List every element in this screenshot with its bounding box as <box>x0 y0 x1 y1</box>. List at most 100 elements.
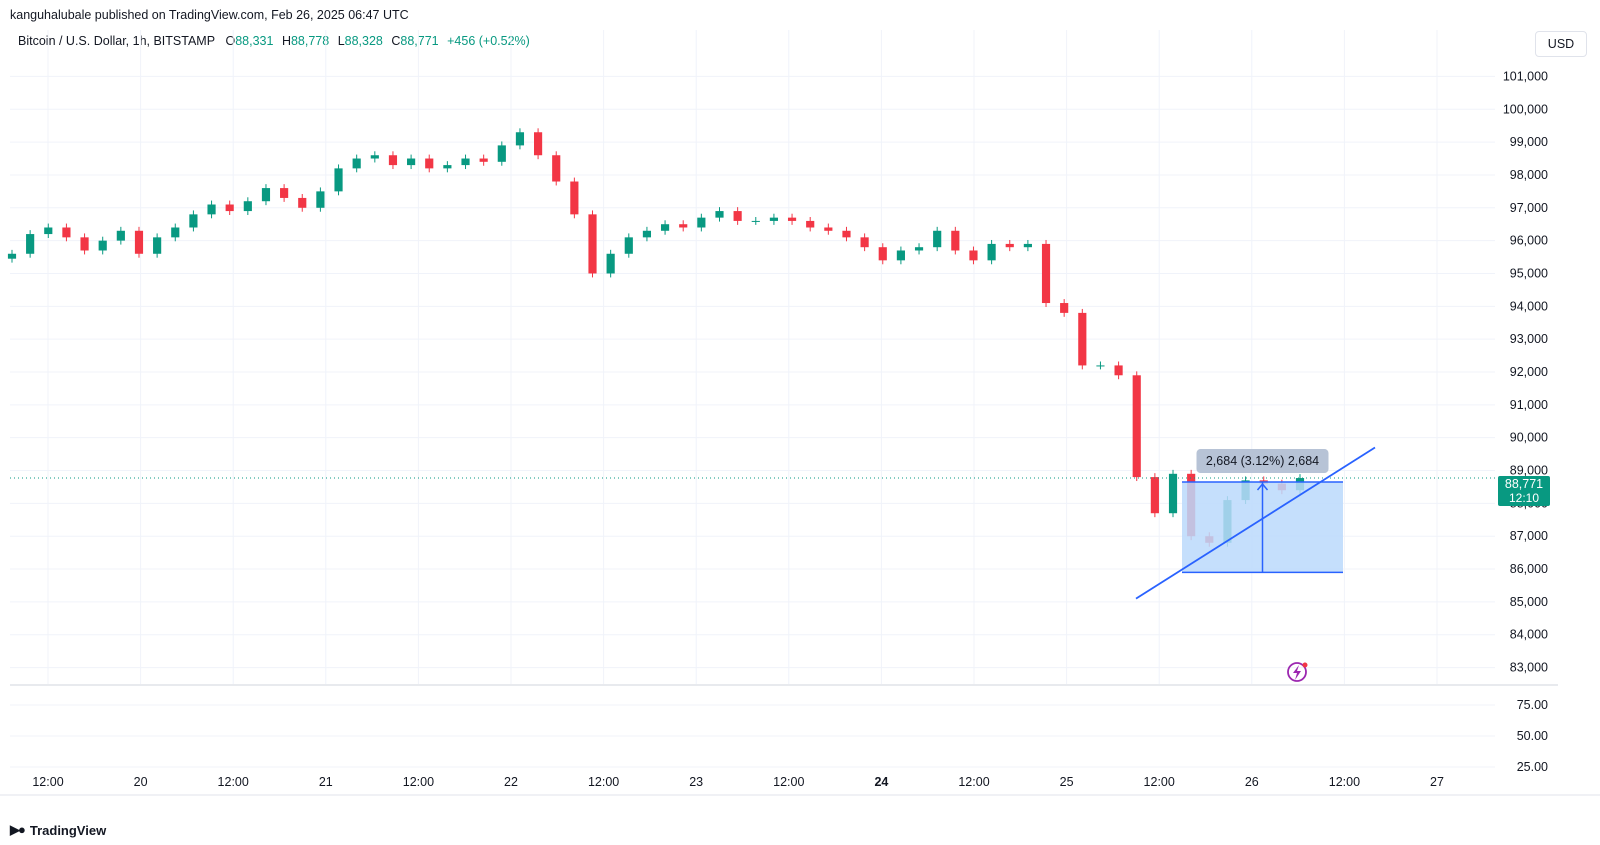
candle-body <box>1005 243 1014 248</box>
price-badge-value: 88,771 <box>1505 477 1543 491</box>
candle-body <box>497 145 506 162</box>
candle-body <box>787 217 797 221</box>
candle-body <box>914 247 924 251</box>
y-tick-label: 93,000 <box>1510 332 1548 346</box>
x-tick-label: 23 <box>689 775 703 789</box>
candle-body <box>461 158 470 166</box>
y-tick-label: 100,000 <box>1503 102 1548 116</box>
candle-body <box>842 230 851 238</box>
candle-body <box>969 250 978 261</box>
candle-body <box>280 188 289 198</box>
x-tick-label: 25 <box>1060 775 1074 789</box>
y-tick-label: 92,000 <box>1510 365 1548 379</box>
candle-body <box>660 224 670 231</box>
trendline[interactable] <box>1135 446 1376 600</box>
x-tick-label: 12:00 <box>958 775 989 789</box>
low-value: 88,328 <box>344 34 383 48</box>
drawings-layer[interactable]: 2,684 (3.12%) 2,684 <box>1135 446 1376 600</box>
candle-body <box>824 227 833 231</box>
candle-body <box>153 237 162 254</box>
candle-body <box>243 201 252 212</box>
y-tick-label: 91,000 <box>1510 398 1548 412</box>
low-label: L <box>337 34 345 48</box>
price-range-arrow <box>1256 482 1269 491</box>
candle-body <box>1041 243 1051 304</box>
candle-body <box>679 224 688 228</box>
candle-body <box>116 230 125 241</box>
lightning-icon[interactable] <box>1287 662 1308 682</box>
x-tick-label: 12:00 <box>588 775 619 789</box>
x-tick-label: 22 <box>504 775 518 789</box>
y-tick-label: 96,000 <box>1510 234 1548 248</box>
y-tick-label: 98,000 <box>1510 168 1548 182</box>
candle-body <box>334 168 343 192</box>
candle-body <box>1060 303 1069 313</box>
y-tick-label: 99,000 <box>1510 135 1548 149</box>
candle-body <box>697 217 706 228</box>
candle-body <box>515 132 525 146</box>
candle-body <box>624 237 633 254</box>
tradingview-logo[interactable]: ▶● TradingView <box>10 822 106 838</box>
candle-body <box>715 211 724 218</box>
price-axis[interactable]: 101,000 100,000 99,000 98,000 97,000 96,000 95… <box>1503 69 1548 774</box>
x-tick-label: 12:00 <box>403 775 434 789</box>
candle-body <box>1078 312 1087 366</box>
high-value: 88,778 <box>290 34 330 48</box>
candle-body <box>443 165 452 169</box>
candle-body <box>316 191 325 208</box>
symbol-legend: Bitcoin / U.S. Dollar, 1h, BITSTAMP O88,… <box>18 34 535 48</box>
candle-body <box>588 214 597 274</box>
publisher-line: kanguhalubale published on TradingView.c… <box>10 8 409 22</box>
candle-body <box>479 158 488 162</box>
time-axis[interactable]: 12:00 20 12:00 21 12:00 22 12:00 23 12:00 24 12:00… <box>0 775 1600 796</box>
y-tick-label: 86,000 <box>1510 562 1548 576</box>
candle-body <box>552 155 561 182</box>
x-tick-label: 27 <box>1430 775 1444 789</box>
candle-body <box>878 247 887 261</box>
candle-body <box>407 158 416 166</box>
candle-body <box>606 253 615 274</box>
grid-lines <box>10 30 1558 768</box>
x-tick-label: 12:00 <box>1329 775 1360 789</box>
tradingview-logo-icon: ▶● <box>10 822 26 837</box>
candle-body <box>134 230 144 254</box>
candle-body <box>1114 365 1123 376</box>
x-tick-label: 24 <box>874 775 888 789</box>
x-tick-label: 20 <box>134 775 148 789</box>
candle-body <box>261 188 271 202</box>
y-tick-label: 84,000 <box>1510 628 1548 642</box>
measure-label: 2,684 (3.12%) 2,684 <box>1206 454 1319 468</box>
x-tick-label: 12:00 <box>32 775 63 789</box>
measure-label-bg <box>1196 449 1329 474</box>
candle-body <box>733 211 742 221</box>
currency-button[interactable]: USD <box>1535 31 1587 57</box>
candle-body <box>642 230 652 238</box>
y-tick-label: 94,000 <box>1510 299 1548 313</box>
candle-body <box>570 181 579 215</box>
candle-body <box>534 132 543 156</box>
candle-body <box>1023 243 1032 248</box>
y-tick-label-lower: 75.00 <box>1517 698 1548 712</box>
candle-body <box>1096 365 1105 367</box>
y-tick-label: 97,000 <box>1510 201 1548 215</box>
y-tick-label: 83,000 <box>1510 661 1548 675</box>
price-badge-countdown: 12:10 <box>1509 491 1539 505</box>
tradingview-brand: TradingView <box>29 822 107 838</box>
x-tick-label: 12:00 <box>218 775 249 789</box>
candle-body <box>44 227 53 235</box>
y-tick-label: 95,000 <box>1510 266 1548 280</box>
y-tick-label: 89,000 <box>1510 464 1548 478</box>
candle-body <box>225 204 234 212</box>
symbol-title[interactable]: Bitcoin / U.S. Dollar, 1h, BITSTAMP <box>18 34 216 48</box>
candle-body <box>62 227 71 238</box>
open-value: 88,331 <box>235 34 274 48</box>
y-tick-label: 85,000 <box>1510 595 1548 609</box>
y-tick-label-lower: 25.00 <box>1517 760 1548 774</box>
x-tick-label: 12:00 <box>773 775 804 789</box>
candle-body <box>388 155 398 166</box>
price-badge-bg <box>1498 476 1550 506</box>
candle-body <box>1132 375 1141 478</box>
x-tick-label: 21 <box>319 775 333 789</box>
close-value: 88,771 <box>400 34 439 48</box>
